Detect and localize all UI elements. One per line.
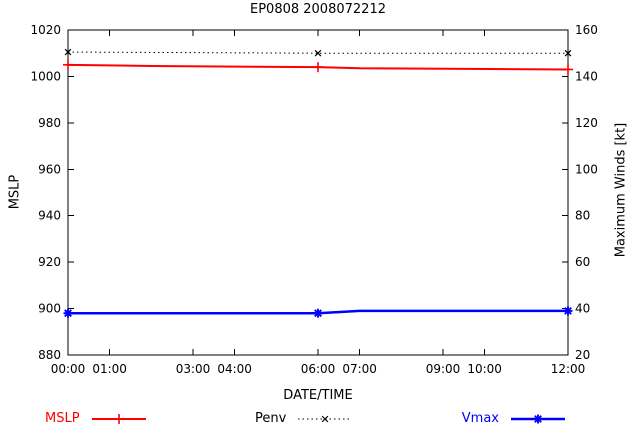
y-tick-label-right: 160	[575, 23, 598, 37]
legend-sample-line-penv	[298, 415, 353, 422]
legend-label-penv: Penv	[255, 411, 287, 426]
legend-entry-penv: Penv	[255, 411, 354, 426]
x-tick-label: 00:00	[51, 362, 86, 376]
y-tick-label-left: 1020	[30, 23, 61, 37]
y-tick-label-right: 60	[575, 255, 590, 269]
y-tick-label-right: 140	[575, 69, 598, 83]
marker-cross	[314, 49, 322, 57]
x-tick-label: 03:00	[176, 362, 211, 376]
x-tick-label: 10:00	[467, 362, 502, 376]
y-tick-label-left: 900	[38, 302, 61, 316]
y-tick-label-left: 980	[38, 116, 61, 130]
y-axis-label-right: Maximum Winds [kt]	[613, 122, 629, 258]
y-tick-label-left: 920	[38, 255, 61, 269]
y-tick-label-right: 40	[575, 302, 590, 316]
legend-label-vmax: Vmax	[461, 411, 499, 426]
x-axis-label: DATE/TIME	[283, 388, 353, 403]
y-axis-label-left: MSLP	[7, 174, 23, 210]
legend-sample-line-mslp	[91, 413, 146, 424]
chart-legend: MSLP Penv Vmax	[45, 411, 567, 426]
x-tick-label: 01:00	[92, 362, 127, 376]
legend-entry-mslp: MSLP	[45, 411, 148, 426]
legend-sample-line-vmax	[511, 414, 565, 423]
marker-cross	[322, 415, 329, 422]
y-tick-label-left: 1000	[30, 69, 61, 83]
marker-star	[534, 414, 542, 423]
marker-star	[64, 309, 72, 318]
y-tick-label-left: 880	[38, 348, 61, 362]
y-tick-label-left: 960	[38, 162, 61, 176]
legend-label-mslp: MSLP	[45, 411, 80, 426]
chart-title: EP0808 2008072212	[250, 2, 386, 17]
marker-cross	[64, 48, 72, 56]
y-tick-label-right: 120	[575, 116, 598, 130]
y-tick-label-right: 80	[575, 209, 590, 223]
marker-star	[564, 306, 572, 315]
y-tick-label-right: 20	[575, 348, 590, 362]
marker-star	[314, 309, 322, 318]
legend-entry-vmax: Vmax	[462, 411, 567, 426]
x-tick-label: 12:00	[551, 362, 586, 376]
x-tick-label: 06:00	[301, 362, 336, 376]
x-tick-label: 04:00	[217, 362, 252, 376]
series-line-vmax	[68, 309, 568, 315]
plot-frame	[67, 29, 569, 356]
x-tick-label: 07:00	[342, 362, 377, 376]
x-tick-label: 09:00	[426, 362, 461, 376]
y-tick-label-left: 940	[38, 209, 61, 223]
marker-cross	[564, 49, 572, 57]
y-tick-label-right: 100	[575, 162, 598, 176]
